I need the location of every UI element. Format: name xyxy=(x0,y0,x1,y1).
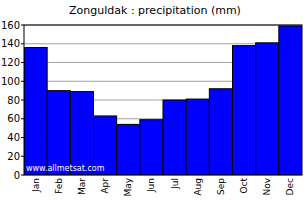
y-tick-label: 0 xyxy=(14,170,20,181)
chart-container: 0 20 40 60 80 100 120 140 160 Jan Feb Mar Apr May Jun J… xyxy=(0,0,306,200)
plot-background xyxy=(24,25,302,175)
x-tick-label: Aug xyxy=(193,178,203,196)
y-tick-label: 40 xyxy=(7,132,20,143)
chart-svg: 0 20 40 60 80 100 120 140 160 Jan Feb Mar Apr May Jun J… xyxy=(0,0,306,200)
bar xyxy=(186,99,209,175)
x-tick-label: Apr xyxy=(100,178,110,194)
bar xyxy=(70,92,93,175)
bar xyxy=(163,100,186,175)
bar xyxy=(24,48,47,176)
bar xyxy=(140,120,163,175)
y-tick-label: 20 xyxy=(7,151,20,162)
y-tick-label: 100 xyxy=(1,76,20,87)
title: Zonguldak : precipitation (mm) xyxy=(69,4,241,17)
bar xyxy=(233,46,256,175)
y-tick-label: 140 xyxy=(1,38,20,49)
bar xyxy=(209,89,232,175)
x-tick-label: Oct xyxy=(239,178,249,194)
x-tick-label: Jun xyxy=(146,178,156,193)
plot-frame xyxy=(24,25,302,175)
x-tick-label: Feb xyxy=(54,178,64,194)
bar xyxy=(279,26,302,175)
x-tick-label: May xyxy=(123,177,133,196)
bar xyxy=(47,91,70,175)
bar xyxy=(256,43,279,175)
x-tick-label: Jul xyxy=(170,178,180,190)
y-tick-label: 60 xyxy=(7,113,20,124)
x-tick-label: Dec xyxy=(285,178,295,195)
y-tick-label: 160 xyxy=(1,20,20,31)
y-tick-label: 80 xyxy=(7,95,20,106)
bars xyxy=(24,26,302,175)
x-tick-label: Jan xyxy=(31,178,41,193)
x-tick-label: Mar xyxy=(77,178,87,195)
annotation: www.allmetsat.com xyxy=(26,164,105,173)
x-tick-label: Nov xyxy=(262,177,272,195)
bar xyxy=(117,124,140,175)
y-tick-label: 120 xyxy=(1,57,20,68)
x-tick-label: Sep xyxy=(216,178,226,195)
